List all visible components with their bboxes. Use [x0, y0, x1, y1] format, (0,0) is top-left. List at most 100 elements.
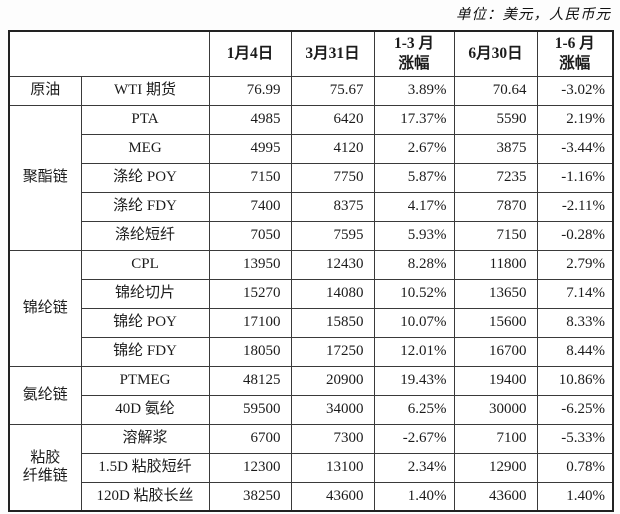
change-q1: 5.87%: [373, 162, 455, 193]
change-q1: 5.93%: [373, 220, 455, 251]
change-h1: -2.11%: [536, 191, 614, 222]
price-jan4: 76.99: [208, 75, 292, 106]
table-row: 40D 氨纶 59500 34000 6.25% 30000 -6.25%: [9, 394, 614, 425]
table-row: MEG 4995 4120 2.67% 3875 -3.44%: [9, 133, 614, 164]
price-jan4: 6700: [208, 423, 292, 454]
price-mar31: 7595: [290, 220, 375, 251]
price-mar31: 14080: [290, 278, 375, 309]
product-name: 锦纶切片: [80, 278, 210, 309]
col-header-q1-change: 1-3 月 涨幅: [373, 30, 455, 77]
change-h1: 0.78%: [536, 452, 614, 483]
change-h1: -0.28%: [536, 220, 614, 251]
price-mar31: 12430: [290, 249, 375, 280]
change-h1: 8.33%: [536, 307, 614, 338]
product-name: 涤纶 POY: [80, 162, 210, 193]
product-name: 涤纶 FDY: [80, 191, 210, 222]
price-jan4: 7050: [208, 220, 292, 251]
product-name: 1.5D 粘胶短纤: [80, 452, 210, 483]
table-row: 锦纶链 CPL 13950 12430 8.28% 11800 2.79%: [8, 249, 614, 367]
price-jun30: 3875: [453, 133, 538, 164]
price-jun30: 7100: [453, 423, 538, 454]
price-mar31: 8375: [290, 191, 375, 222]
change-h1: 8.44%: [536, 336, 614, 367]
header-row: 1月4日 3月31日 1-3 月 涨幅 6月30日 1-6 月 涨幅: [8, 30, 614, 77]
table-row: 原油 WTI 期货 76.99 75.67 3.89% 70.64 -3.02%: [8, 75, 614, 106]
product-name: 涤纶短纤: [80, 220, 210, 251]
col-header-h1-change: 1-6 月 涨幅: [536, 30, 614, 77]
table-row: 锦纶 POY 17100 15850 10.07% 15600 8.33%: [9, 307, 614, 338]
group-label-crude-oil: 原油: [8, 75, 82, 106]
change-h1: 10.86%: [536, 365, 614, 396]
price-jun30: 30000: [453, 394, 538, 425]
price-mar31: 17250: [290, 336, 375, 367]
product-name: 锦纶 FDY: [80, 336, 210, 367]
change-q1: 1.40%: [373, 481, 455, 512]
price-jan4: 7150: [208, 162, 292, 193]
group-label-nylon: 锦纶链: [8, 249, 82, 367]
price-mar31: 7300: [290, 423, 375, 454]
table-row: 涤纶 FDY 7400 8375 4.17% 7870 -2.11%: [9, 191, 614, 222]
change-q1: 3.89%: [373, 75, 455, 106]
price-jan4: 59500: [208, 394, 292, 425]
price-jun30: 19400: [453, 365, 538, 396]
price-mar31: 15850: [290, 307, 375, 338]
price-jun30: 12900: [453, 452, 538, 483]
price-mar31: 6420: [290, 104, 375, 135]
change-q1: 19.43%: [373, 365, 455, 396]
table-row: 锦纶 FDY 18050 17250 12.01% 16700 8.44%: [9, 336, 614, 367]
commodity-price-table: 1月4日 3月31日 1-3 月 涨幅 6月30日 1-6 月 涨幅 原油 WT…: [8, 30, 614, 512]
price-jan4: 15270: [208, 278, 292, 309]
change-h1: 2.79%: [536, 249, 614, 280]
price-jan4: 18050: [208, 336, 292, 367]
price-mar31: 4120: [290, 133, 375, 164]
change-q1: 2.67%: [373, 133, 455, 164]
change-q1: 2.34%: [373, 452, 455, 483]
col-header-jan4: 1月4日: [208, 30, 292, 77]
group-label-spandex: 氨纶链: [8, 365, 82, 425]
product-name: CPL: [80, 249, 210, 280]
price-mar31: 43600: [290, 481, 375, 512]
price-mar31: 75.67: [290, 75, 375, 106]
price-jan4: 4995: [208, 133, 292, 164]
change-h1: -6.25%: [536, 394, 614, 425]
table-row: 120D 粘胶长丝 38250 43600 1.40% 43600 1.40%: [9, 481, 614, 512]
change-h1: -5.33%: [536, 423, 614, 454]
change-q1: 17.37%: [373, 104, 455, 135]
table-row: 氨纶链 PTMEG 48125 20900 19.43% 19400 10.86…: [8, 365, 614, 425]
table-row: 涤纶 POY 7150 7750 5.87% 7235 -1.16%: [9, 162, 614, 193]
price-mar31: 20900: [290, 365, 375, 396]
table-row: 1.5D 粘胶短纤 12300 13100 2.34% 12900 0.78%: [9, 452, 614, 483]
change-q1: 4.17%: [373, 191, 455, 222]
change-q1: 6.25%: [373, 394, 455, 425]
price-jan4: 17100: [208, 307, 292, 338]
product-name: WTI 期货: [80, 75, 210, 106]
group-label-polyester: 聚酯链: [8, 104, 82, 251]
product-name: 120D 粘胶长丝: [80, 481, 210, 512]
group-label-viscose: 粘胶 纤维链: [8, 423, 82, 512]
change-h1: 7.14%: [536, 278, 614, 309]
price-mar31: 13100: [290, 452, 375, 483]
change-h1: 2.19%: [536, 104, 614, 135]
table-row: 聚酯链 PTA 4985 6420 17.37% 5590 2.19%: [8, 104, 614, 251]
price-jan4: 7400: [208, 191, 292, 222]
product-name: 锦纶 POY: [80, 307, 210, 338]
price-jun30: 70.64: [453, 75, 538, 106]
product-name: PTA: [80, 104, 210, 135]
change-q1: 8.28%: [373, 249, 455, 280]
change-h1: -1.16%: [536, 162, 614, 193]
change-h1: -3.02%: [536, 75, 614, 106]
price-jun30: 7235: [453, 162, 538, 193]
price-jun30: 16700: [453, 336, 538, 367]
change-q1: -2.67%: [373, 423, 455, 454]
price-jun30: 15600: [453, 307, 538, 338]
product-name: 40D 氨纶: [80, 394, 210, 425]
price-jan4: 13950: [208, 249, 292, 280]
change-q1: 10.07%: [373, 307, 455, 338]
price-jan4: 12300: [208, 452, 292, 483]
product-name: MEG: [80, 133, 210, 164]
table-row: 粘胶 纤维链 溶解浆 6700 7300 -2.67% 7100 -5.33%: [8, 423, 614, 512]
price-jun30: 13650: [453, 278, 538, 309]
unit-note: 单位：美元，人民币元: [456, 7, 611, 23]
price-mar31: 7750: [290, 162, 375, 193]
table-row: 涤纶短纤 7050 7595 5.93% 7150 -0.28%: [9, 220, 614, 251]
